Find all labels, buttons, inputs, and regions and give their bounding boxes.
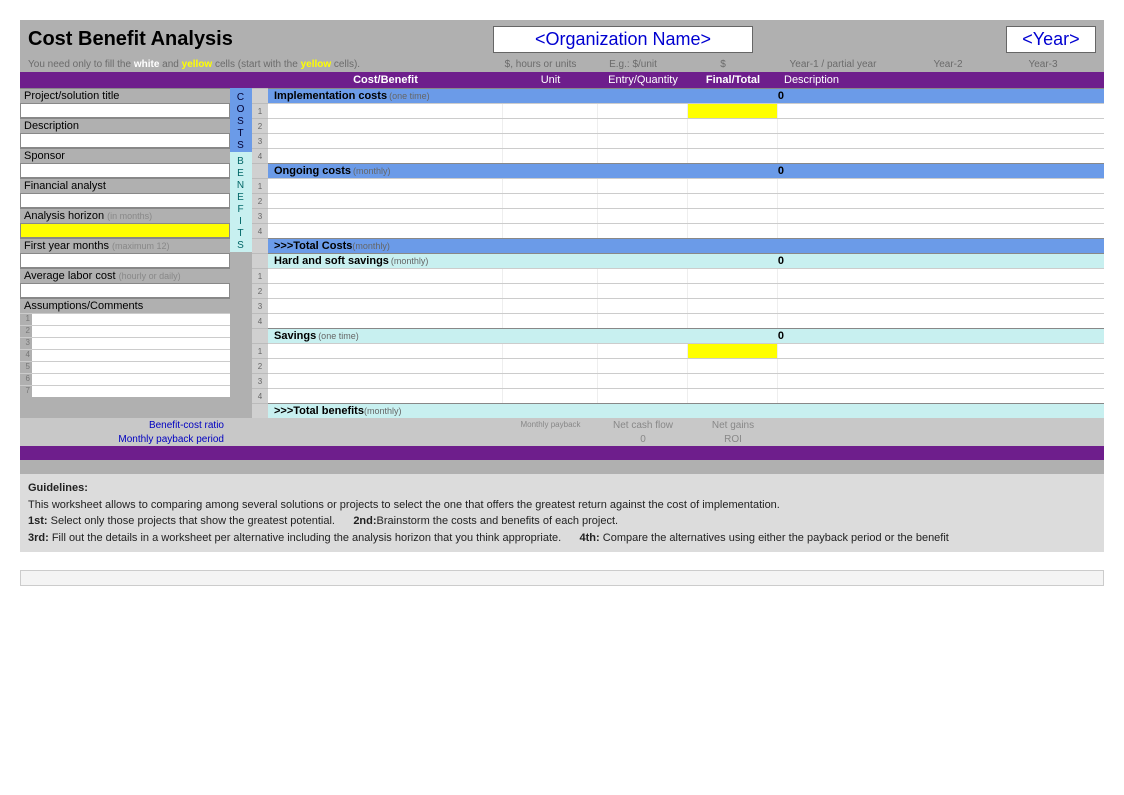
org-name-input[interactable]: <Organization Name> bbox=[493, 26, 753, 53]
total-benefits: >>>Total benefits(monthly) bbox=[268, 403, 1104, 418]
assumption-row: 5 bbox=[20, 361, 230, 373]
section-implementation-costs: Implementation costs(one time) 0 bbox=[268, 88, 1104, 103]
input-avg-labor-cost[interactable] bbox=[20, 283, 230, 298]
assumption-row: 6 bbox=[20, 373, 230, 385]
calc-row-2: Monthly payback period 0 ROI bbox=[20, 432, 1104, 446]
monthly-payback-period: Monthly payback period bbox=[20, 434, 230, 445]
section-hard-soft-savings: Hard and soft savings(monthly) 0 bbox=[268, 253, 1104, 268]
section-ongoing-costs: Ongoing costs(monthly) 0 bbox=[268, 163, 1104, 178]
data-row bbox=[268, 178, 1104, 193]
hint-col-1: $, hours or units bbox=[493, 59, 588, 70]
section-savings: Savings(one time) 0 bbox=[268, 328, 1104, 343]
col-unit: Unit bbox=[503, 74, 598, 86]
input-analysis-horizon[interactable] bbox=[20, 223, 230, 238]
input-financial-analyst[interactable] bbox=[20, 193, 230, 208]
label-first-year-months: First year months (maximum 12) bbox=[20, 238, 230, 253]
left-fields: Project/solution title Description Spons… bbox=[20, 88, 230, 418]
col-cost-benefit: Cost/Benefit bbox=[268, 74, 503, 86]
label-assumptions: Assumptions/Comments bbox=[20, 298, 230, 313]
data-row bbox=[268, 388, 1104, 403]
hint-col-5: Year-2 bbox=[898, 59, 998, 70]
hint-row: You need only to fill the white and yell… bbox=[20, 57, 1104, 72]
column-headers: Cost/Benefit Unit Entry/Quantity Final/T… bbox=[20, 72, 1104, 88]
hint-text: You need only to fill the white and yell… bbox=[28, 59, 493, 70]
assumption-row: 1 bbox=[20, 313, 230, 325]
costs-label: COSTS bbox=[230, 88, 252, 152]
label-project-title: Project/solution title bbox=[20, 88, 230, 103]
assumption-row: 4 bbox=[20, 349, 230, 361]
assumption-row: 7 bbox=[20, 385, 230, 397]
purple-divider bbox=[20, 446, 1104, 460]
benefits-label: BENEFITS bbox=[230, 152, 252, 252]
input-project-title[interactable] bbox=[20, 103, 230, 118]
data-row bbox=[268, 313, 1104, 328]
input-sponsor[interactable] bbox=[20, 163, 230, 178]
assumption-row: 2 bbox=[20, 325, 230, 337]
data-row bbox=[268, 268, 1104, 283]
data-row bbox=[268, 148, 1104, 163]
guidelines-title: Guidelines: bbox=[28, 482, 88, 494]
footer-strip bbox=[20, 570, 1104, 586]
hint-col-2: E.g.: $/unit bbox=[588, 59, 678, 70]
benefit-cost-ratio: Benefit-cost ratio bbox=[20, 420, 230, 431]
assumption-row: 3 bbox=[20, 337, 230, 349]
data-row bbox=[268, 298, 1104, 313]
data-row bbox=[268, 133, 1104, 148]
row-numbers: 1234 1234 1234 1234 bbox=[252, 88, 268, 418]
roi-label: ROI bbox=[688, 434, 778, 445]
page-title: Cost Benefit Analysis bbox=[28, 28, 493, 51]
net-cash-flow-label: Net cash flow bbox=[598, 420, 688, 431]
total-costs: >>>Total Costs(monthly) bbox=[268, 238, 1104, 253]
hint-col-4: Year-1 / partial year bbox=[768, 59, 898, 70]
calc-row-1: Benefit-cost ratio Monthly payback Net c… bbox=[20, 418, 1104, 432]
data-row bbox=[268, 358, 1104, 373]
monthly-payback-label: Monthly payback bbox=[503, 421, 598, 429]
year-input[interactable]: <Year> bbox=[1006, 26, 1096, 53]
label-avg-labor-cost: Average labor cost (hourly or daily) bbox=[20, 268, 230, 283]
main-grid: Project/solution title Description Spons… bbox=[20, 88, 1104, 418]
label-analysis-horizon: Analysis horizon (in months) bbox=[20, 208, 230, 223]
input-description[interactable] bbox=[20, 133, 230, 148]
net-cash-flow-value: 0 bbox=[598, 434, 688, 445]
data-row bbox=[268, 373, 1104, 388]
label-financial-analyst: Financial analyst bbox=[20, 178, 230, 193]
col-final: Final/Total bbox=[688, 74, 778, 86]
input-first-year-months[interactable] bbox=[20, 253, 230, 268]
data-row bbox=[268, 103, 1104, 118]
data-row bbox=[268, 343, 1104, 358]
main-data: Implementation costs(one time) 0 Ongoing… bbox=[268, 88, 1104, 418]
guideline-intro: This worksheet allows to comparing among… bbox=[28, 499, 780, 511]
data-row bbox=[268, 193, 1104, 208]
col-desc: Description bbox=[778, 74, 1104, 86]
data-row bbox=[268, 283, 1104, 298]
net-gains-label: Net gains bbox=[688, 420, 778, 431]
guidelines: Guidelines: This worksheet allows to com… bbox=[20, 474, 1104, 552]
label-sponsor: Sponsor bbox=[20, 148, 230, 163]
worksheet: Cost Benefit Analysis <Organization Name… bbox=[20, 20, 1104, 552]
col-entry: Entry/Quantity bbox=[598, 74, 688, 86]
vertical-labels: COSTS BENEFITS bbox=[230, 88, 252, 418]
data-row bbox=[268, 208, 1104, 223]
data-row bbox=[268, 223, 1104, 238]
data-row bbox=[268, 118, 1104, 133]
hint-col-3: $ bbox=[678, 59, 768, 70]
hint-col-6: Year-3 bbox=[998, 59, 1088, 70]
header-bar: Cost Benefit Analysis <Organization Name… bbox=[20, 20, 1104, 57]
label-description: Description bbox=[20, 118, 230, 133]
